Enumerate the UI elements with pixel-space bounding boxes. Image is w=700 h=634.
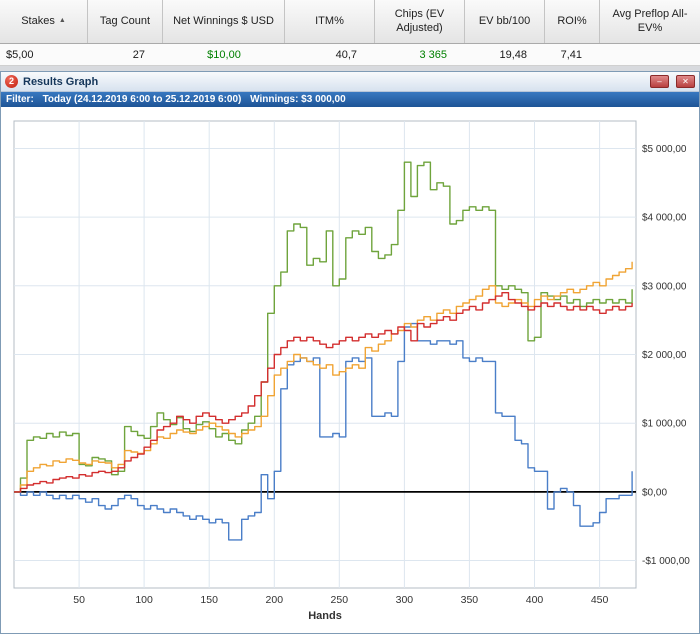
svg-text:250: 250 — [331, 594, 349, 606]
svg-text:$2 000,00: $2 000,00 — [642, 350, 687, 361]
window-titlebar[interactable]: 2 Results Graph – ✕ — [1, 72, 699, 93]
column-header-stakes[interactable]: Stakes ▲ — [0, 0, 88, 43]
column-header-itm[interactable]: ITM% — [285, 0, 375, 43]
cell-itm[interactable]: 40,7 — [335, 48, 357, 61]
minimize-button[interactable]: – — [650, 75, 669, 89]
results-table-header: Stakes ▲ Tag Count Net Winnings $ USD IT… — [0, 0, 700, 44]
cell-stakes[interactable]: $5,00 — [6, 48, 34, 61]
cell-ev-bb100[interactable]: 19,48 — [499, 48, 527, 61]
column-header-chips-ev[interactable]: Chips (EV Adjusted) — [375, 0, 465, 43]
app-icon: 2 — [5, 75, 18, 89]
filter-winnings: Winnings: $3 000,00 — [250, 94, 346, 106]
results-graph-window: 2 Results Graph – ✕ Filter: Today (24.12… — [0, 71, 700, 634]
column-header-label: Stakes — [21, 14, 55, 27]
svg-text:$3 000,00: $3 000,00 — [642, 281, 687, 292]
close-button[interactable]: ✕ — [676, 75, 695, 89]
window-title: Results Graph — [23, 75, 99, 88]
svg-text:150: 150 — [200, 594, 218, 606]
svg-text:100: 100 — [135, 594, 153, 606]
svg-text:200: 200 — [266, 594, 284, 606]
svg-text:350: 350 — [461, 594, 479, 606]
sort-ascending-icon: ▲ — [58, 17, 66, 25]
svg-text:Hands: Hands — [308, 610, 342, 622]
svg-text:450: 450 — [591, 594, 609, 606]
svg-text:$0,00: $0,00 — [642, 487, 667, 498]
column-header-roi[interactable]: ROI% — [545, 0, 600, 43]
column-header-tag-count[interactable]: Tag Count — [88, 0, 163, 43]
chart-area: -$1 000,00 $0,00 $1 000,00 $2 000,00 $3 000,… — [1, 107, 699, 633]
svg-text:$1 000,00: $1 000,00 — [642, 419, 687, 430]
svg-text:400: 400 — [526, 594, 544, 606]
filter-range: Today (24.12.2019 6:00 to 25.12.2019 6:0… — [42, 94, 242, 106]
cell-chips-ev[interactable]: 3 365 — [419, 48, 447, 61]
svg-text:-$1 000,00: -$1 000,00 — [642, 556, 690, 567]
filter-bar: Filter: Today (24.12.2019 6:00 to 25.12.… — [1, 92, 699, 107]
cell-roi[interactable]: 7,41 — [560, 48, 582, 61]
window-gap — [0, 66, 700, 71]
svg-text:300: 300 — [396, 594, 414, 606]
svg-text:50: 50 — [73, 594, 85, 606]
filter-label: Filter: — [6, 94, 34, 106]
column-header-avg-preflop-ev[interactable]: Avg Preflop All-EV% — [612, 7, 688, 34]
results-table-row[interactable]: $5,00 27 $10,00 40,7 3 365 19,48 7,41 — [0, 44, 700, 66]
column-header-ev-bb100[interactable]: EV bb/100 — [465, 0, 545, 43]
svg-text:$4 000,00: $4 000,00 — [642, 213, 687, 224]
cell-net-winnings[interactable]: $10,00 — [207, 48, 241, 61]
cell-tag-count[interactable]: 27 — [132, 48, 145, 61]
svg-text:$5 000,00: $5 000,00 — [642, 144, 687, 155]
column-header-net-winnings[interactable]: Net Winnings $ USD — [163, 0, 285, 43]
results-graph-chart: -$1 000,00 $0,00 $1 000,00 $2 000,00 $3 000,… — [13, 120, 690, 622]
